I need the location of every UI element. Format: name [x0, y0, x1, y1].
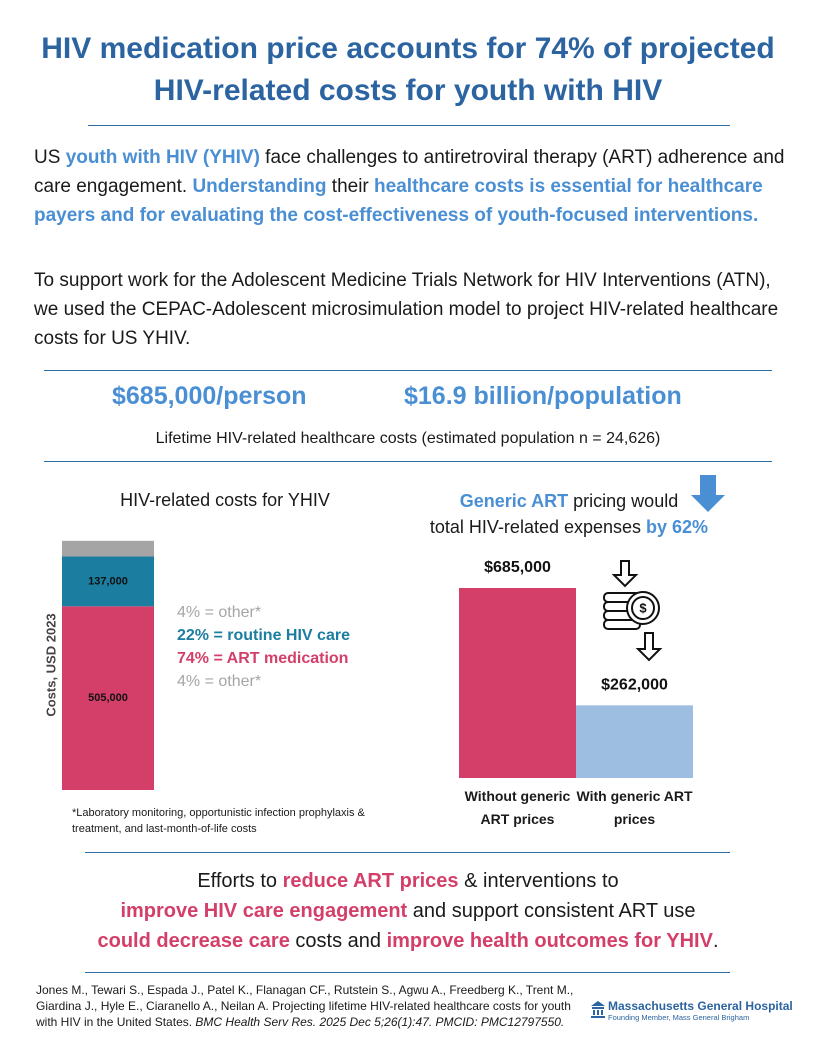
chart-title: Generic ART pricing would total HIV-relat…: [429, 488, 709, 540]
value-label: $685,000: [484, 559, 551, 576]
svg-text:$: $: [639, 600, 647, 615]
highlight: youth with HIV (YHIV): [65, 147, 260, 168]
highlight: improve HIV care engagement: [120, 900, 408, 922]
logo-icon: [591, 1001, 605, 1018]
text: face challenges to antiretroviral therap…: [34, 147, 785, 197]
divider: [44, 461, 772, 462]
text: US: [34, 147, 66, 168]
highlight: Generic ART: [459, 491, 569, 511]
text: costs and: [289, 930, 387, 952]
value-label: $262,000: [601, 677, 668, 694]
highlight: healthcare costs is essential for health…: [34, 176, 763, 226]
legend-label: 4% = other*: [177, 673, 261, 690]
arrow-icon: [691, 475, 725, 512]
text: .: [712, 930, 719, 952]
divider: [44, 370, 772, 371]
legend-label: 22% = routine HIV care: [177, 627, 350, 644]
bar: [459, 588, 576, 778]
bar: [576, 705, 693, 778]
bar-segment: [62, 540, 154, 557]
divider: [85, 972, 730, 973]
x-tick-label: With generic ART prices: [576, 788, 693, 827]
citation: Jones M., Tewari S., Espada J., Patel K.…: [36, 982, 581, 1030]
logo-tagline: Founding Member, Mass General Brigham: [608, 1013, 750, 1022]
intro-paragraph: US youth with HIV (YHIV) face challenges…: [34, 143, 794, 230]
value-label: 137,000: [88, 575, 128, 587]
money-icon: $: [603, 560, 663, 662]
bar-segment: [62, 556, 154, 607]
title: HIV medication price accounts for 74% of…: [41, 32, 775, 107]
x-tick-label: Without generic ART prices: [464, 788, 571, 827]
highlight: by 62%: [646, 517, 709, 537]
footnote: *Laboratory monitoring, opportunistic in…: [72, 807, 365, 835]
text: total HIV-related expenses: [429, 517, 647, 537]
divider: [85, 852, 730, 853]
text: & interventions to: [458, 870, 619, 892]
text: and support consistent ART use: [407, 900, 696, 922]
text: Jones M., Tewari S., Espada J., Patel K.…: [36, 983, 574, 1029]
bar-segment: [62, 606, 154, 790]
y-axis-label: Costs, USD 2023: [43, 613, 58, 716]
text: their: [326, 176, 375, 197]
logo-name: Massachusetts General Hospital: [608, 999, 793, 1013]
charts: HIV-related costs for YHIV Costs, USD 20…: [43, 475, 725, 790]
text: Efforts to: [197, 870, 283, 892]
stat-per-person: $685,000/person: [112, 382, 307, 410]
highlight: improve health outcomes for YHIV: [386, 930, 713, 952]
stat-caption: Lifetime HIV-related healthcare costs (e…: [155, 430, 661, 447]
text: pricing would: [568, 491, 679, 511]
journal: BMC Health Serv Res. 2025 Dec 5;26(1):47…: [195, 1015, 565, 1029]
highlight: reduce ART prices: [282, 870, 459, 892]
intro-paragraph: To support work for the Adolescent Medic…: [34, 266, 794, 353]
value-label: 505,000: [88, 692, 128, 704]
legend-label: 74% = ART medication: [177, 650, 348, 667]
chart-title: HIV-related costs for YHIV: [120, 490, 330, 510]
highlight: could decrease care: [97, 930, 290, 952]
stat-population: $16.9 billion/population: [404, 382, 682, 410]
conclusion: Efforts to reduce ART prices & intervent…: [60, 866, 756, 956]
divider: [88, 125, 730, 126]
text: To support work for the Adolescent Medic…: [34, 270, 779, 349]
legend-label: 4% = other*: [177, 604, 261, 621]
highlight: Understanding: [192, 176, 327, 197]
